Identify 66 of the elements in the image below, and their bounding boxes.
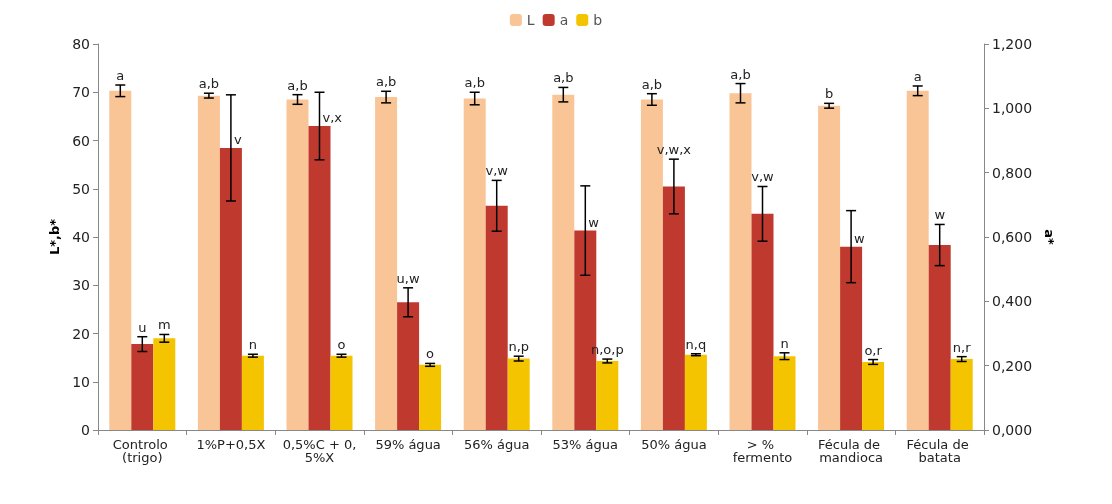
data-label: v,w [751, 169, 775, 185]
data-label: a [116, 68, 125, 84]
data-label: a,b [641, 76, 663, 92]
x-tick-label: 50% água [641, 437, 707, 452]
y-axis-title: L*,b* [47, 218, 63, 256]
y-tick-label: 70 [72, 84, 90, 101]
bar [109, 90, 132, 430]
data-label: w [934, 207, 946, 223]
bar [375, 97, 398, 430]
y2-tick-label: 0,800 [992, 164, 1033, 181]
legend-label: L [526, 12, 535, 28]
y2-tick-label: 1,000 [992, 100, 1033, 117]
data-label: w [854, 230, 866, 246]
x-tick-label: 1%P+0,5X [196, 437, 266, 452]
data-label: a,b [464, 75, 485, 91]
data-label: u,w [396, 270, 420, 286]
x-tick-label: Controlo (trigo) [112, 437, 172, 465]
y-tick-label: 50 [72, 180, 90, 197]
y2-axis-title: a* [1041, 229, 1057, 245]
data-label: a,b [198, 76, 220, 92]
data-label: m [157, 317, 171, 333]
data-label: v [233, 131, 242, 147]
y-tick-label: 80 [72, 36, 90, 52]
data-label: w [588, 214, 600, 230]
y2-tick-label: 0,200 [992, 357, 1033, 374]
x-tick-label: Fécula de batata [906, 437, 973, 465]
data-label: o,r [864, 342, 883, 358]
data-label: n [780, 335, 789, 351]
data-label: u [138, 319, 147, 335]
y-tick-label: 40 [72, 229, 90, 245]
y-tick-label: 0 [81, 422, 90, 438]
data-label: v,w,x [656, 142, 692, 158]
bar [507, 358, 530, 430]
bar [241, 355, 264, 430]
legend-label: b [593, 12, 603, 28]
data-label: a,b [730, 66, 751, 82]
bar [330, 355, 353, 430]
y2-tick-label: 0,400 [992, 293, 1033, 310]
y-tick-label: 20 [72, 325, 90, 342]
x-tick-label: Fécula de mandioca [817, 437, 885, 465]
data-label: b [824, 86, 834, 102]
data-label: o [337, 337, 346, 353]
x-tick-label: > % fermento [732, 437, 793, 465]
y2-tick-label: 0,000 [992, 422, 1033, 438]
x-tick-label: 59% água [375, 437, 441, 452]
data-label: a,b [287, 77, 308, 93]
bar [684, 354, 707, 430]
data-label: a,b [375, 74, 397, 90]
y-tick-label: 60 [72, 132, 90, 149]
y-tick-label: 30 [72, 277, 90, 294]
data-label: v,x [322, 110, 343, 126]
data-label: a,b [553, 70, 574, 86]
data-label: n [248, 337, 258, 353]
data-label: n,p [508, 339, 530, 355]
y2-tick-label: 1,200 [992, 36, 1033, 52]
data-label: n,q [685, 336, 707, 352]
data-label: o [426, 346, 435, 362]
data-label: v,w [485, 163, 509, 179]
legend-label: a [559, 12, 569, 28]
x-tick-label: 53% água [552, 437, 619, 452]
x-tick-label: 0,5%C + 0,5%X [282, 437, 357, 465]
y2-tick-label: 0,600 [992, 229, 1033, 245]
data-label: a [913, 68, 922, 84]
x-tick-label: 56% água [463, 437, 530, 452]
data-label: n,r [952, 339, 972, 355]
y-tick-label: 10 [72, 373, 90, 390]
